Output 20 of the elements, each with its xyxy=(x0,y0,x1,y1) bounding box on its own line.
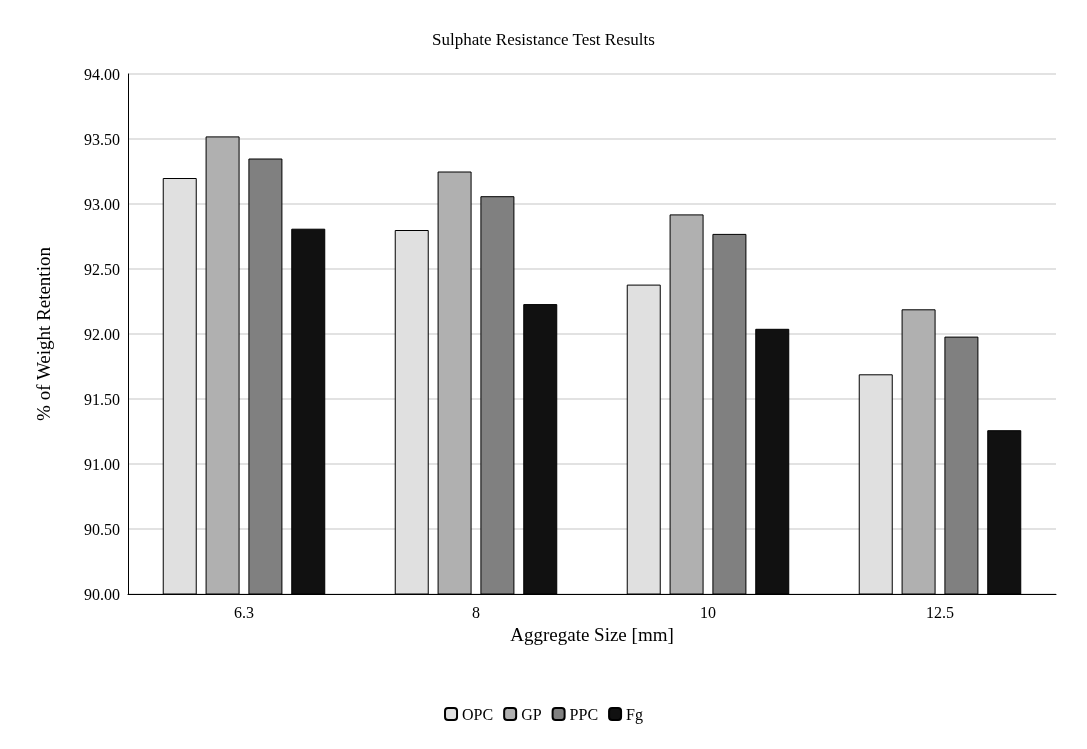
x-axis-title: Aggregate Size [mm] xyxy=(510,623,674,645)
chart-title: Sulphate Resistance Test Results xyxy=(432,30,655,49)
legend-label: Fg xyxy=(626,705,643,724)
y-tick-label: 93.00 xyxy=(84,195,120,213)
y-tick-label: 91.50 xyxy=(84,390,120,408)
y-axis-title: % of Weight Retention xyxy=(33,246,54,421)
y-tick-label: 92.00 xyxy=(84,325,120,343)
y-tick-label: 90.00 xyxy=(84,585,120,603)
y-tick-label: 92.50 xyxy=(84,260,120,278)
legend-label: OPC xyxy=(462,705,494,723)
y-tick-label: 94.00 xyxy=(84,65,120,83)
x-tick-label: 8 xyxy=(472,603,480,621)
legend-label: PPC xyxy=(569,705,599,723)
x-tick-label: 12.5 xyxy=(926,603,954,621)
y-tick-label: 90.50 xyxy=(84,520,120,538)
legend-label: GP xyxy=(521,705,542,723)
y-tick-label: 91.00 xyxy=(84,455,120,473)
y-tick-label: 93.50 xyxy=(84,130,120,148)
x-tick-label: 10 xyxy=(700,603,716,621)
x-tick-label: 6.3 xyxy=(234,603,254,621)
